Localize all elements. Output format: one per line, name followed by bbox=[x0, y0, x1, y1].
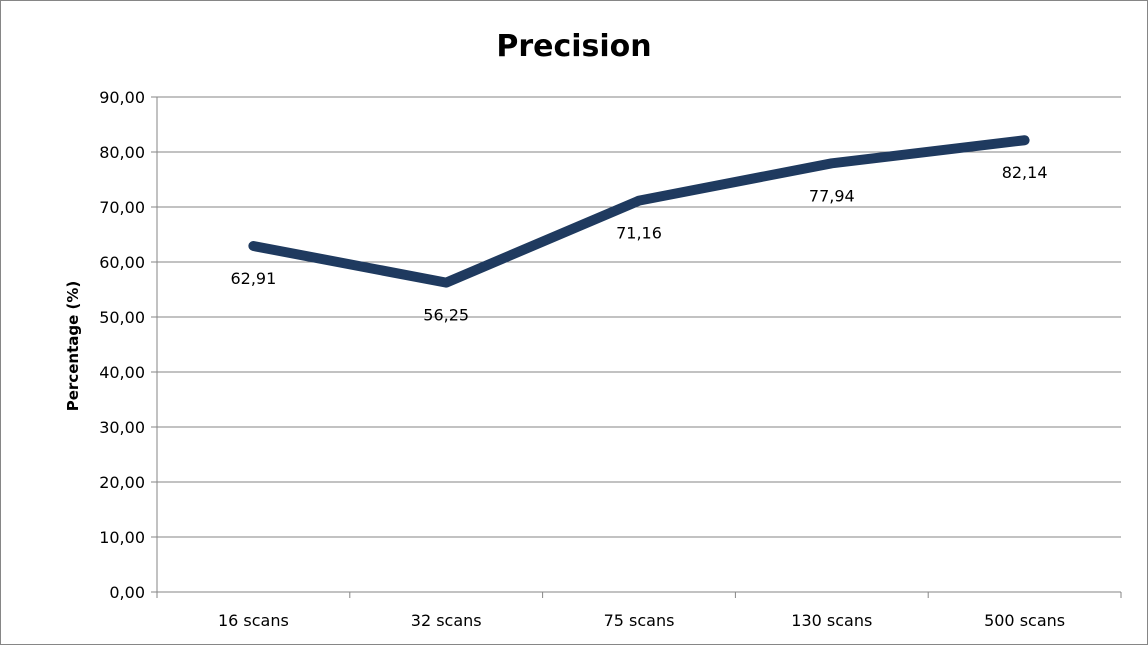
y-tick-label: 10,00 bbox=[99, 528, 145, 547]
data-label: 62,91 bbox=[230, 269, 276, 288]
data-label: 77,94 bbox=[809, 186, 855, 205]
y-tick-label: 40,00 bbox=[99, 363, 145, 382]
x-tick-label: 32 scans bbox=[411, 611, 482, 630]
data-label: 82,14 bbox=[1002, 163, 1048, 182]
x-tick-label: 500 scans bbox=[984, 611, 1065, 630]
chart-title: Precision bbox=[496, 29, 652, 64]
data-label: 71,16 bbox=[616, 224, 662, 243]
y-tick-label: 0,00 bbox=[109, 583, 145, 602]
y-tick-labels: 0,00 10,00 20,00 30,00 40,00 50,00 60,00 70,00 8… bbox=[99, 88, 145, 602]
data-label: 56,25 bbox=[423, 306, 469, 325]
series-line bbox=[248, 135, 1030, 288]
y-tick-label: 50,00 bbox=[99, 308, 145, 327]
y-tick-label: 80,00 bbox=[99, 143, 145, 162]
series-line-path bbox=[248, 135, 1030, 288]
gridlines bbox=[151, 96, 1122, 598]
x-tick-labels: 16 scans 32 scans 75 scans 130 scans 500 sca… bbox=[218, 611, 1065, 630]
y-tick-label: 20,00 bbox=[99, 473, 145, 492]
y-tick-label: 70,00 bbox=[99, 198, 145, 217]
x-tick-label: 75 scans bbox=[604, 611, 675, 630]
x-tick-label: 16 scans bbox=[218, 611, 289, 630]
y-tick-label: 30,00 bbox=[99, 418, 145, 437]
y-tick-label: 60,00 bbox=[99, 253, 145, 272]
x-tick-label: 130 scans bbox=[791, 611, 872, 630]
data-labels: 62,91 56,25 71,16 77,94 82,14 bbox=[230, 163, 1047, 324]
y-tick-label: 90,00 bbox=[99, 88, 145, 107]
